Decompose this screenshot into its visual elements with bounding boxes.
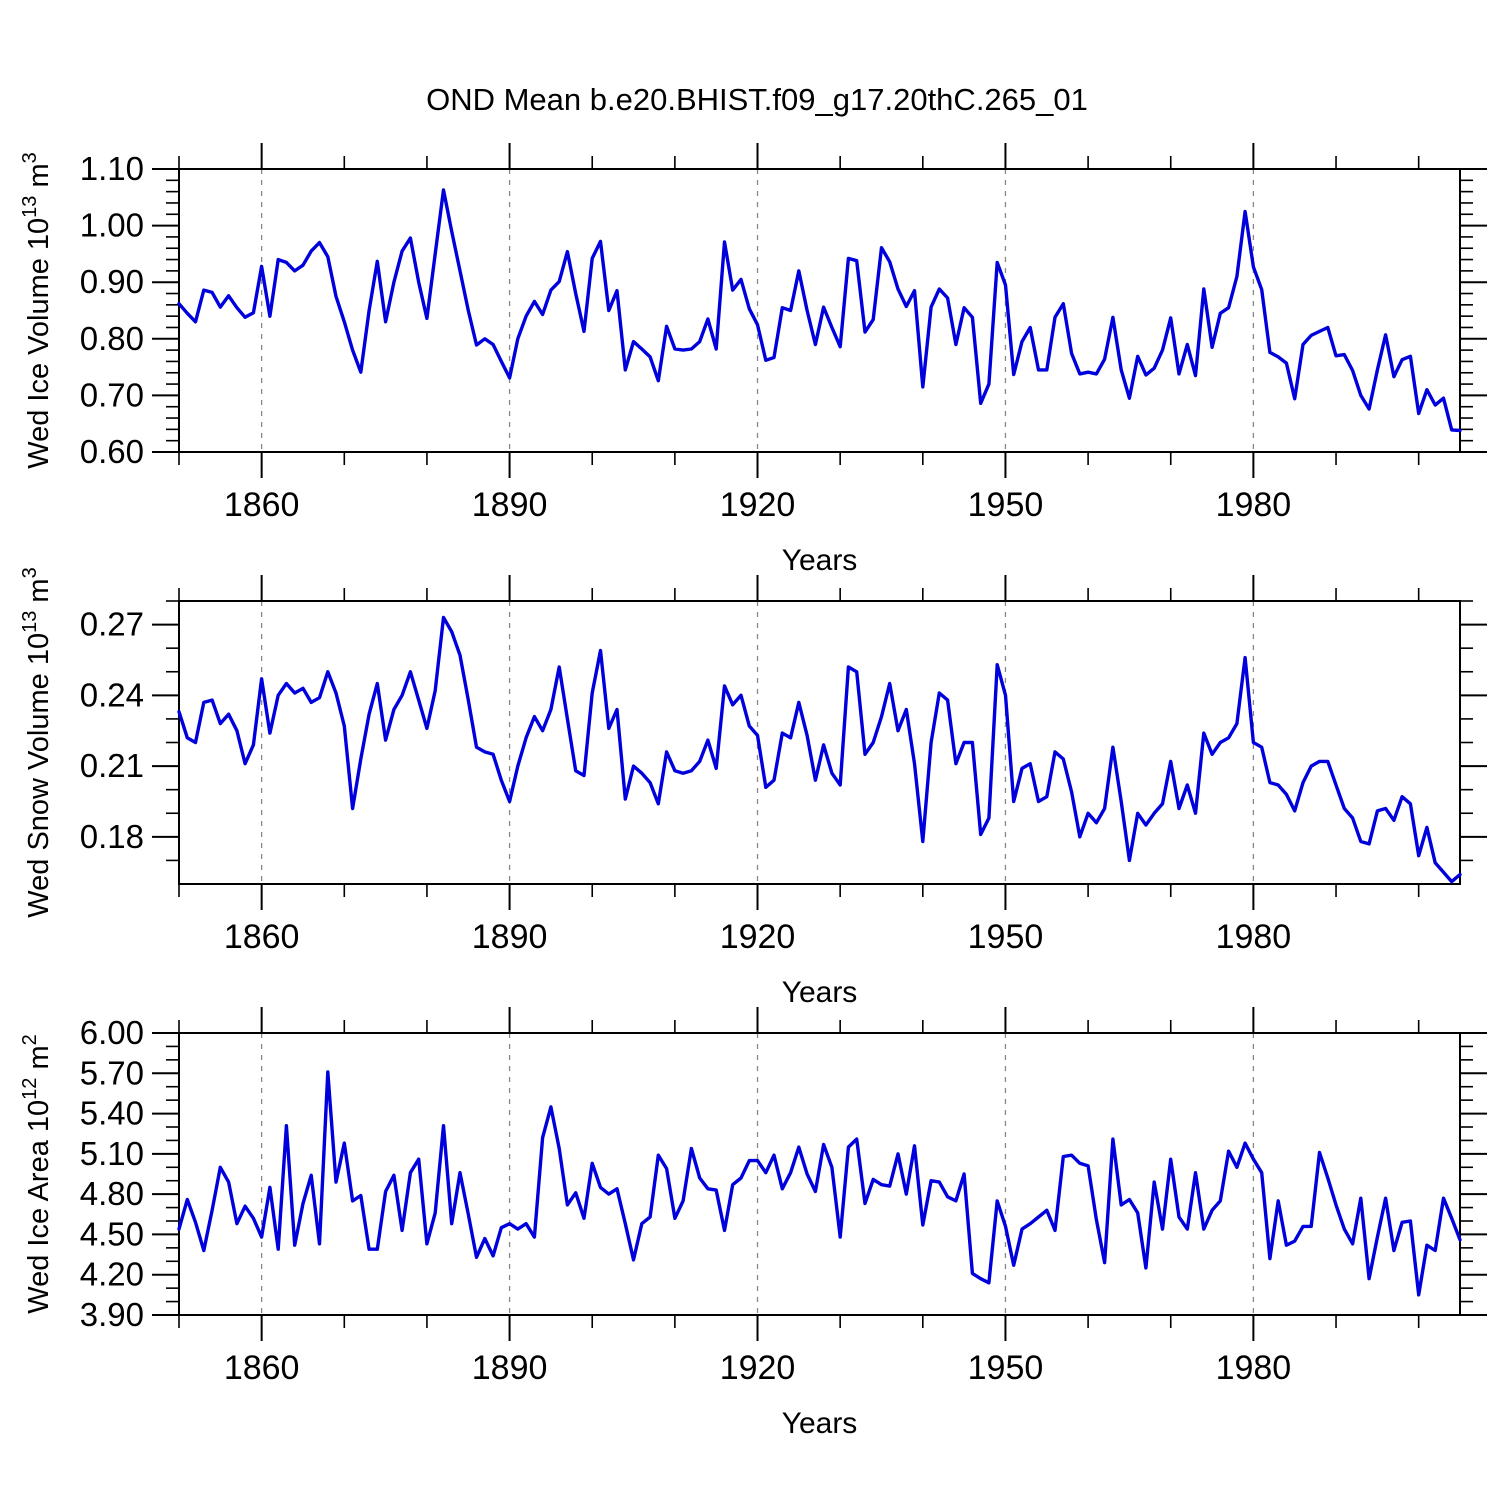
y-tick-label: 5.10 bbox=[80, 1135, 144, 1172]
y-tick-label: 0.21 bbox=[80, 747, 144, 784]
y-tick-label: 5.70 bbox=[80, 1054, 144, 1091]
y-tick-label: 6.00 bbox=[80, 1014, 144, 1051]
wed-ice-area-series-line bbox=[177, 1070, 1462, 1297]
x-tick-label: 1950 bbox=[968, 1349, 1044, 1387]
x-tick-label: 1950 bbox=[968, 918, 1044, 956]
x-axis-title: Years bbox=[782, 1407, 858, 1440]
y-tick-label: 1.10 bbox=[80, 150, 144, 187]
panel-wed-ice-area: 3.904.20 4.504.805.105.40 5.706.00 1860 1890… bbox=[19, 1007, 1487, 1440]
y-tick-label: 4.20 bbox=[80, 1256, 144, 1293]
wed-ice-volume-series-line bbox=[177, 188, 1462, 433]
x-tick-label: 1890 bbox=[472, 1349, 548, 1387]
chart-title: OND Mean b.e20.BHIST.f09_g17.20thC.265_0… bbox=[426, 82, 1088, 117]
x-tick-label: 1980 bbox=[1216, 486, 1292, 524]
y-axis-title: Wed Snow Volume 1013 m3 bbox=[19, 567, 55, 917]
panel-wed-ice-volume: 0.60 0.70 0.80 0.90 1.00 1.10 1860 1890 1920 1950… bbox=[19, 143, 1487, 577]
y-tick-label: 3.90 bbox=[80, 1296, 144, 1333]
x-axis-title: Years bbox=[782, 976, 858, 1009]
y-tick-label: 5.40 bbox=[80, 1095, 144, 1132]
x-tick-label: 1980 bbox=[1216, 918, 1292, 956]
y-axis-title: Wed Ice Area 1012 m2 bbox=[19, 1034, 55, 1313]
x-tick-label: 1890 bbox=[472, 918, 548, 956]
y-tick-label: 0.80 bbox=[80, 320, 144, 357]
y-tick-label: 4.50 bbox=[80, 1215, 144, 1252]
x-tick-label: 1980 bbox=[1216, 1349, 1292, 1387]
x-tick-label: 1860 bbox=[224, 1349, 300, 1387]
y-tick-label: 0.18 bbox=[80, 818, 144, 855]
plot-frame bbox=[178, 168, 1461, 453]
x-tick-label: 1950 bbox=[968, 486, 1044, 524]
y-tick-label: 0.70 bbox=[80, 376, 144, 413]
wed-snow-volume-series-line bbox=[177, 615, 1462, 884]
x-axis-title: Years bbox=[782, 544, 858, 577]
y-tick-label: 0.90 bbox=[80, 263, 144, 300]
y-tick-label: 0.60 bbox=[80, 433, 144, 470]
plot-frame bbox=[178, 1032, 1461, 1316]
y-tick-label: 4.80 bbox=[80, 1175, 144, 1212]
x-tick-label: 1920 bbox=[720, 486, 796, 524]
y-tick-label: 0.27 bbox=[80, 606, 144, 643]
x-tick-label: 1920 bbox=[720, 918, 796, 956]
x-tick-label: 1920 bbox=[720, 1349, 796, 1387]
y-tick-label: 0.24 bbox=[80, 676, 144, 713]
x-tick-label: 1860 bbox=[224, 486, 300, 524]
x-tick-label: 1860 bbox=[224, 918, 300, 956]
y-axis-title: Wed Ice Volume 1013 m3 bbox=[19, 152, 55, 469]
y-tick-label: 1.00 bbox=[80, 207, 144, 244]
plot-frame bbox=[178, 600, 1461, 885]
x-tick-label: 1890 bbox=[472, 486, 548, 524]
panel-wed-snow-volume: 0.18 0.21 0.24 0.27 1860 1890 1920 1950 1980 Year… bbox=[19, 567, 1487, 1009]
